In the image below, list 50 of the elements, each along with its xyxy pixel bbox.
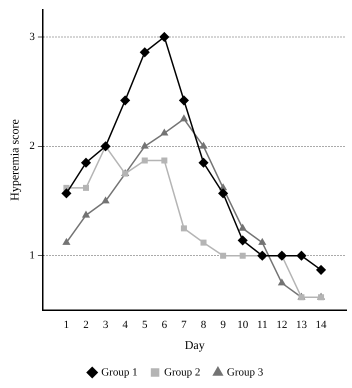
x-tick-label: 10 <box>237 318 249 331</box>
x-tick-label: 11 <box>256 318 268 331</box>
point <box>218 188 228 198</box>
point <box>161 158 168 164</box>
point <box>82 211 90 218</box>
point <box>81 158 91 168</box>
point <box>239 224 246 231</box>
legend-label: Group 1 <box>101 366 138 378</box>
point <box>180 115 188 122</box>
point <box>102 197 110 204</box>
point <box>142 158 148 164</box>
point <box>238 236 248 246</box>
x-tick-label: 6 <box>162 318 168 331</box>
x-tick-label: 2 <box>83 318 89 331</box>
point <box>316 265 326 275</box>
x-tick-label: 5 <box>142 318 148 331</box>
x-tick-label: 7 <box>181 318 188 331</box>
point <box>258 238 266 245</box>
x-tick-label: 14 <box>316 318 328 331</box>
legend-label: Group 2 <box>164 366 200 378</box>
point <box>179 96 189 106</box>
point <box>62 188 72 198</box>
point <box>220 252 226 259</box>
point <box>160 32 170 42</box>
point <box>278 279 286 286</box>
x-tick-label: 8 <box>200 318 207 331</box>
point <box>180 225 187 232</box>
x-tick-label: 13 <box>296 318 308 331</box>
point <box>200 142 208 149</box>
legend-label: Group 3 <box>226 366 264 378</box>
y-tick-label: 3 <box>29 30 36 43</box>
x-tick-label: 12 <box>276 318 288 331</box>
point <box>141 142 148 149</box>
point <box>82 184 90 191</box>
y-axis-title: Hyperemia score <box>7 119 22 201</box>
y-tick-label: 2 <box>29 140 35 152</box>
point <box>200 240 207 246</box>
x-tick-label: 9 <box>220 318 226 331</box>
point <box>62 238 70 245</box>
point <box>296 250 306 260</box>
point <box>240 252 246 259</box>
x-axis-title: Day <box>184 338 205 352</box>
point <box>198 158 208 168</box>
point <box>160 129 168 136</box>
point <box>140 48 150 58</box>
y-tick-label: 1 <box>29 250 35 262</box>
x-tick-label: 3 <box>102 318 109 331</box>
x-tick-label: 4 <box>122 318 128 331</box>
point <box>120 96 130 106</box>
x-tick-label: 1 <box>64 318 70 331</box>
